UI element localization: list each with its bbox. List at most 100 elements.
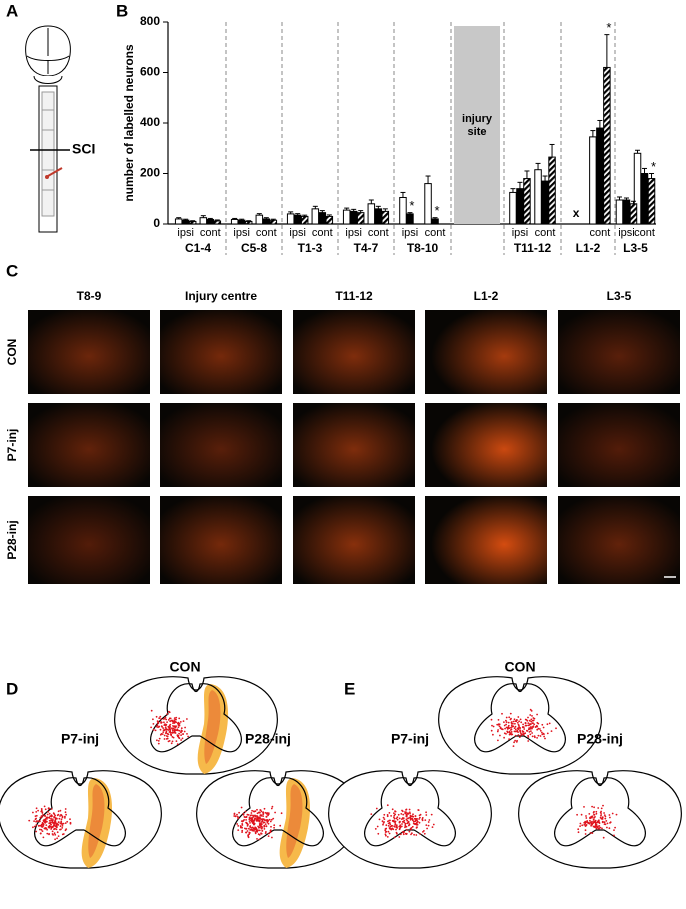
neuron-dot <box>56 837 58 840</box>
x-tick-label: cont <box>200 227 221 239</box>
neuron-dot <box>411 818 414 821</box>
neuron-dot <box>510 728 513 731</box>
neuron-dot <box>394 820 397 823</box>
neuron-dot <box>250 812 253 814</box>
neuron-dot <box>509 732 512 735</box>
neuron-dot <box>514 728 517 731</box>
neuron-dot <box>592 819 595 821</box>
neuron-dot <box>384 829 387 832</box>
neuron-dot <box>387 824 390 827</box>
neuron-dot <box>168 724 171 727</box>
neuron-dot <box>246 813 249 816</box>
bar <box>589 136 597 225</box>
neuron-dot <box>157 726 159 729</box>
neuron-dot <box>50 808 53 810</box>
bar <box>244 220 253 225</box>
neuron-dot <box>512 722 514 725</box>
neuron-dot <box>270 818 273 821</box>
neuron-dot <box>39 832 42 835</box>
neuron-dot <box>53 821 56 824</box>
bar <box>293 214 302 225</box>
neuron-dot <box>407 817 410 819</box>
neuron-dot <box>162 727 165 729</box>
neuron-dot <box>425 811 427 814</box>
neuron-dot <box>593 813 596 816</box>
neuron-dot <box>514 739 516 742</box>
neuron-dot <box>389 823 392 826</box>
neuron-dot <box>54 814 56 817</box>
bar <box>629 203 638 225</box>
neuron-dot <box>608 814 611 816</box>
neuron-dot <box>427 821 430 823</box>
neuron-dot <box>431 826 434 828</box>
neuron-dot <box>515 719 518 721</box>
neuron-dot <box>530 720 533 723</box>
neuron-dot <box>33 825 36 828</box>
neuron-dot <box>42 814 44 816</box>
neuron-dot <box>265 831 267 833</box>
neuron-dot <box>517 734 520 736</box>
neuron-dot <box>596 820 599 823</box>
neuron-dot <box>250 819 252 822</box>
neuron-dot <box>160 733 163 735</box>
neuron-dot <box>54 820 56 823</box>
neuron-dot <box>280 812 283 815</box>
neuron-dot <box>537 727 540 730</box>
group-label: L1-2 <box>576 241 601 255</box>
neuron-dot <box>166 713 169 715</box>
neuron-dot <box>54 825 57 828</box>
micrograph <box>425 496 547 584</box>
neuron-dot <box>159 728 162 731</box>
neuron-dot <box>267 835 270 837</box>
neuron-dot <box>166 721 168 723</box>
neuron-dot <box>386 804 389 807</box>
neuron-dot <box>418 821 421 824</box>
neuron-dot <box>52 824 55 827</box>
neuron-dot <box>245 819 247 821</box>
neuron-dot <box>37 809 39 812</box>
neuron-dot <box>50 817 52 820</box>
neuron-dot <box>530 730 532 732</box>
neuron-dot <box>180 734 182 736</box>
neuron-dot <box>35 811 38 813</box>
neuron-dot <box>46 813 49 816</box>
micrograph-grid: T8-9 Injury centre T11-12 L1-2 L3-5 CON P7-inj… <box>5 289 680 584</box>
neuron-dot <box>398 836 401 838</box>
neuron-dot <box>555 727 557 730</box>
neuron-dot <box>35 820 38 822</box>
neuron-dot <box>507 724 510 727</box>
neuron-dot <box>591 820 593 823</box>
neuron-dot <box>54 838 56 841</box>
neuron-dot <box>584 829 587 832</box>
neuron-dot <box>529 723 531 725</box>
neuron-dot <box>405 818 408 821</box>
neuron-dot <box>44 808 47 811</box>
neuron-dot <box>537 734 540 737</box>
bar <box>640 173 649 225</box>
neuron-dot <box>66 820 69 823</box>
bar <box>181 219 190 225</box>
neuron-dot <box>245 815 248 818</box>
neuron-dot <box>416 819 418 822</box>
neuron-dot <box>550 730 553 732</box>
neuron-dot <box>176 729 178 732</box>
neuron-dot <box>160 721 162 723</box>
neuron-dot <box>51 819 54 822</box>
neuron-dot <box>236 813 238 816</box>
neuron-dot <box>539 728 541 730</box>
neuron-dot <box>268 832 271 835</box>
neuron-dot <box>583 806 585 808</box>
neuron-dot <box>175 716 178 719</box>
neuron-dot <box>543 733 545 735</box>
neuron-dot <box>52 834 54 836</box>
neuron-dot <box>165 718 168 721</box>
bar <box>269 219 278 225</box>
neuron-dot <box>523 728 526 730</box>
cord-section <box>196 770 360 869</box>
neuron-dot <box>394 823 397 826</box>
neuron-dot <box>60 820 63 823</box>
column-header: Injury centre <box>185 289 257 303</box>
bar <box>318 212 327 225</box>
neuron-dot <box>165 723 168 726</box>
group-label: T8-10 <box>407 241 439 255</box>
